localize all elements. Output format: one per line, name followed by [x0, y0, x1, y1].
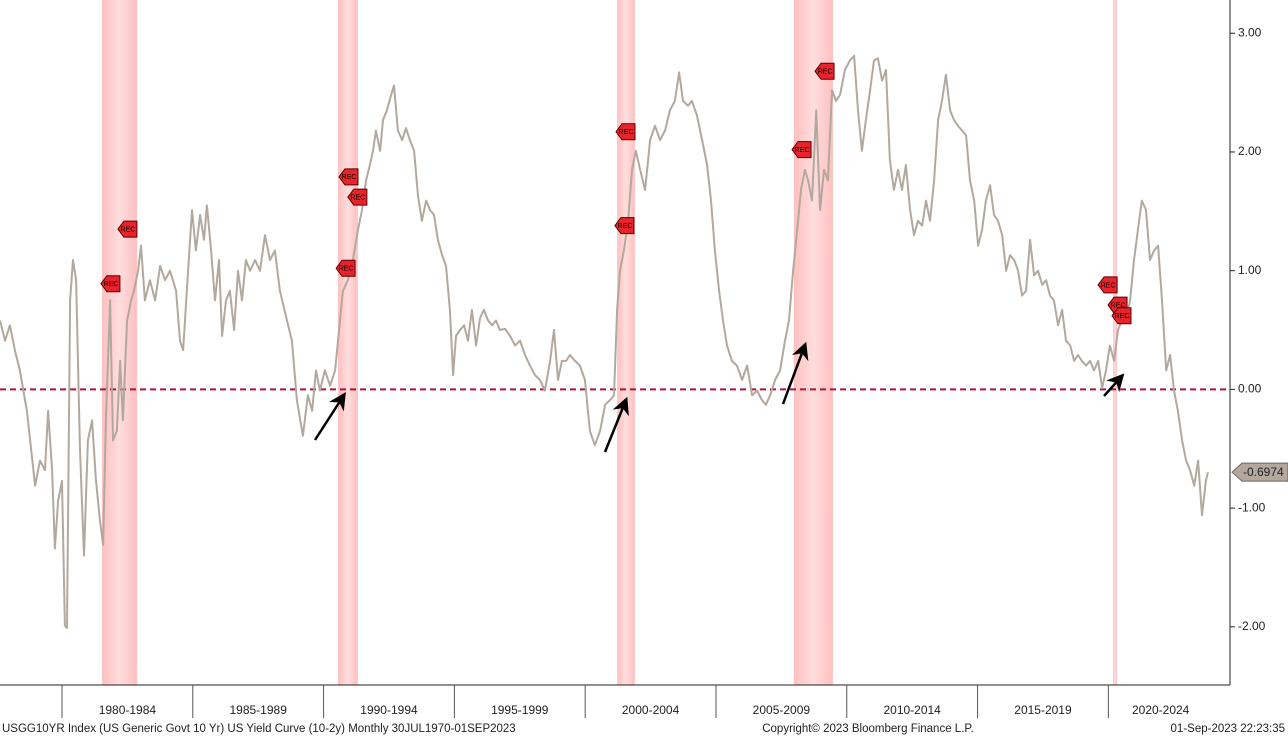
arrow — [781, 341, 809, 405]
arrows — [313, 341, 1125, 453]
y-tick-label: -1.00 — [1238, 500, 1266, 514]
rec-marker-label: REC — [1115, 313, 1130, 320]
y-tick-label: 3.00 — [1238, 25, 1262, 39]
rec-marker-shape — [615, 123, 636, 141]
rec-marker-shape — [117, 220, 138, 238]
rec-marker: REC — [347, 188, 368, 206]
plot-area: REC REC REC REC REC REC REC REC REC REC REC REC — [0, 54, 1230, 629]
last-value-tag — [1231, 462, 1288, 482]
rec-marker-shape — [614, 217, 635, 235]
recession-band — [337, 0, 358, 685]
x-tick-label: 2005-2009 — [753, 703, 811, 717]
rec-marker: REC — [338, 168, 359, 186]
recession-band — [102, 0, 138, 685]
rec-marker-label: REC — [1101, 282, 1116, 289]
y-tick-label: 2.00 — [1238, 144, 1262, 158]
rec-marker-label: REC — [619, 129, 634, 136]
footer-right: 01-Sep-2023 22:23:35 — [1171, 723, 1285, 735]
rec-marker: REC — [1111, 307, 1132, 325]
rec-marker: REC — [335, 259, 356, 277]
x-tick-label: 1990-1994 — [360, 703, 418, 717]
rec-marker: REC — [1097, 276, 1118, 294]
rec-marker-shape — [791, 141, 812, 159]
arrow — [603, 396, 629, 453]
x-tick-label: 2020-2024 — [1132, 703, 1190, 717]
series-line — [0, 54, 1209, 629]
arrow — [313, 392, 346, 441]
recession-band — [617, 0, 635, 685]
rec-marker-label: REC — [618, 223, 633, 230]
rec-marker: REC — [791, 141, 812, 159]
rec-marker-shape — [814, 62, 835, 80]
rec-marker-shape — [100, 275, 121, 293]
rec-marker-label: REC — [339, 266, 354, 273]
footer-left: USGG10YR Index (US Generic Govt 10 Yr) U… — [2, 723, 516, 735]
rec-marker-label: REC — [1111, 302, 1126, 309]
footer-center: Copyright© 2023 Bloomberg Finance L.P. — [762, 723, 974, 735]
recession-band — [1113, 0, 1117, 685]
rec-marker-label: REC — [818, 69, 833, 76]
rec-marker-label: REC — [121, 226, 136, 233]
rec-marker: REC — [615, 123, 636, 141]
x-tick-label: 1980-1984 — [99, 703, 157, 717]
rec-marker: REC — [814, 62, 835, 80]
rec-marker: REC — [100, 275, 121, 293]
rec-marker-label: REC — [795, 147, 810, 154]
rec-marker-label: REC — [350, 194, 365, 201]
y-tick-label: 0.00 — [1238, 382, 1262, 396]
axes: 3.00 2.00 1.00 0.00 -1.00 -2.00 1980-1984 1985-… — [0, 0, 1288, 718]
y-tick-label: -2.00 — [1238, 619, 1266, 633]
x-tick-label: 1985-1989 — [229, 703, 287, 717]
recession-band — [793, 0, 833, 685]
y-tick-label: 1.00 — [1238, 263, 1262, 277]
rec-marker-shape — [347, 188, 368, 206]
x-tick-label: 1995-1999 — [491, 703, 549, 717]
rec-marker-label: REC — [342, 174, 357, 181]
x-tick-label: 2015-2019 — [1014, 703, 1072, 717]
rec-marker-label: REC — [104, 281, 119, 288]
rec-marker: REC — [117, 220, 138, 238]
rec-marker-shape — [335, 259, 356, 277]
rec-marker-shape — [1111, 307, 1132, 325]
rec-marker-shape — [338, 168, 359, 186]
rec-marker-shape — [1097, 276, 1118, 294]
recession-bands — [102, 0, 1117, 685]
x-tick-label: 2000-2004 — [622, 703, 680, 717]
rec-marker: REC — [614, 217, 635, 235]
x-tick-label: 2010-2014 — [883, 703, 941, 717]
last-value-label: -0.6974 — [1243, 465, 1284, 479]
arrow — [1103, 373, 1125, 397]
